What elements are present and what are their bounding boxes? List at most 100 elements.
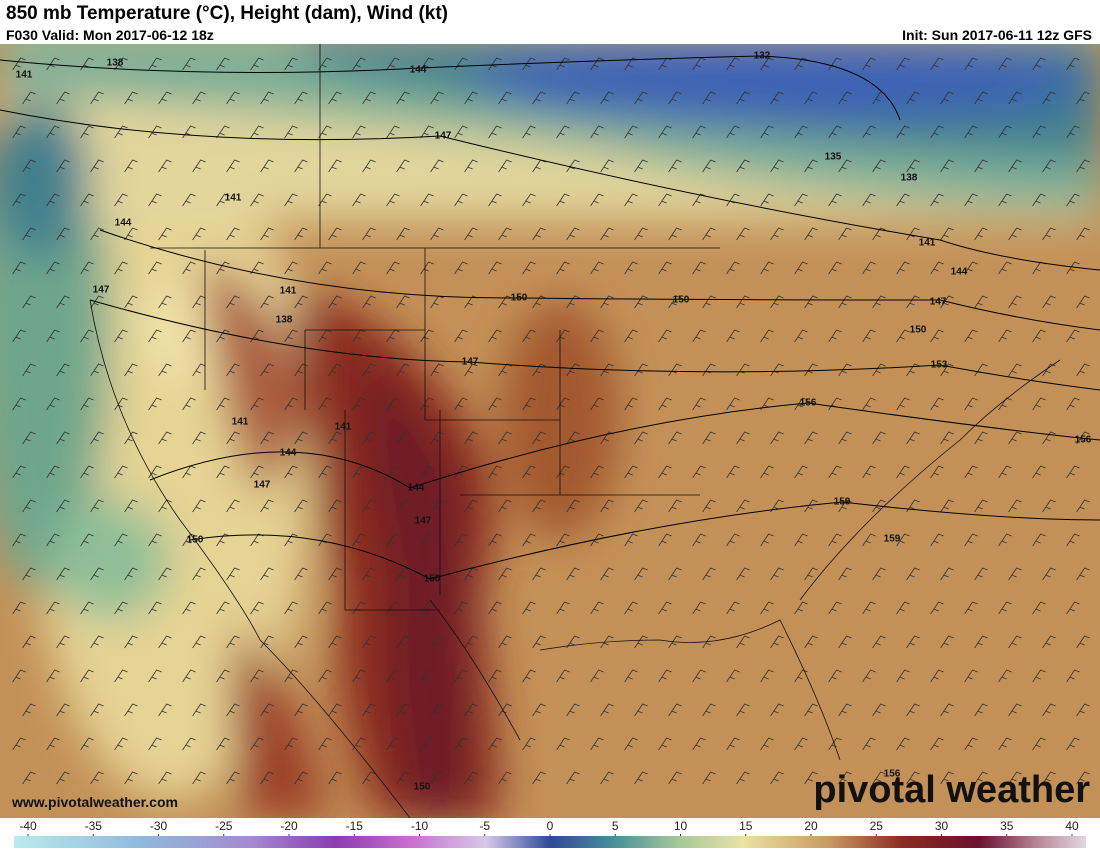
wind-barb bbox=[12, 737, 26, 751]
wind-barb bbox=[386, 193, 400, 207]
wind-barb bbox=[498, 499, 512, 513]
wind-barb bbox=[362, 159, 376, 173]
wind-barb bbox=[906, 635, 920, 649]
wind-barb bbox=[488, 397, 502, 411]
wind-barb bbox=[896, 737, 910, 751]
wind-barb bbox=[872, 771, 886, 785]
wind-barb bbox=[328, 703, 342, 717]
wind-barb bbox=[284, 737, 298, 751]
wind-barb bbox=[998, 261, 1012, 275]
wind-barb bbox=[1076, 703, 1090, 717]
wind-barb bbox=[1042, 91, 1056, 105]
wind-barb bbox=[464, 431, 478, 445]
wind-barb bbox=[726, 125, 740, 139]
website: www.pivotalweather.com bbox=[11, 794, 178, 810]
wind-barb bbox=[862, 329, 876, 343]
colorbar-tick-label: 20 bbox=[804, 819, 818, 833]
wind-barb bbox=[284, 465, 298, 479]
contour-label: 138 bbox=[107, 58, 124, 69]
wind-barb bbox=[226, 635, 240, 649]
wind-barb bbox=[522, 57, 536, 71]
wind-barb bbox=[182, 261, 196, 275]
wind-barb bbox=[794, 329, 808, 343]
wind-barb bbox=[498, 635, 512, 649]
wind-barb bbox=[590, 261, 604, 275]
wind-barb bbox=[46, 397, 60, 411]
wind-barb bbox=[600, 771, 614, 785]
wind-barb bbox=[464, 635, 478, 649]
wind-barb bbox=[488, 737, 502, 751]
contour-label: 153 bbox=[931, 360, 948, 371]
wind-barb bbox=[770, 567, 784, 581]
wind-barb bbox=[430, 227, 444, 241]
wind-barb bbox=[284, 193, 298, 207]
wind-barb bbox=[430, 771, 444, 785]
wind-barb bbox=[1066, 465, 1080, 479]
wind-barb bbox=[668, 703, 682, 717]
wind-barb bbox=[260, 91, 274, 105]
contour-label: 144 bbox=[115, 218, 132, 229]
wind-barb bbox=[226, 567, 240, 581]
wind-barb bbox=[352, 465, 366, 479]
wind-barb bbox=[250, 397, 264, 411]
wind-barb bbox=[158, 635, 172, 649]
wind-barb bbox=[1042, 295, 1056, 309]
wind-barb bbox=[1032, 737, 1046, 751]
wind-barb bbox=[1032, 533, 1046, 547]
wind-barb bbox=[872, 499, 886, 513]
wind-barb bbox=[124, 771, 138, 785]
wind-barb bbox=[12, 261, 26, 275]
wind-barb bbox=[284, 125, 298, 139]
wind-barb bbox=[114, 737, 128, 751]
wind-barb bbox=[974, 91, 988, 105]
wind-barb bbox=[386, 261, 400, 275]
wind-barb bbox=[148, 261, 162, 275]
wind-barb bbox=[90, 635, 104, 649]
wind-barb bbox=[906, 499, 920, 513]
wind-barb bbox=[362, 227, 376, 241]
wind-barb bbox=[658, 329, 672, 343]
wind-barb bbox=[590, 329, 604, 343]
wind-barb bbox=[56, 227, 70, 241]
wind-barb bbox=[930, 737, 944, 751]
wind-barb bbox=[148, 737, 162, 751]
wind-barb bbox=[294, 431, 308, 445]
wind-barb bbox=[556, 57, 570, 71]
wind-barb bbox=[396, 771, 410, 785]
wind-barb bbox=[216, 601, 230, 615]
wind-barb bbox=[658, 465, 672, 479]
wind-barb bbox=[362, 363, 376, 377]
wind-barb bbox=[56, 567, 70, 581]
wind-barb bbox=[90, 295, 104, 309]
wind-barb bbox=[226, 771, 240, 785]
wind-barb bbox=[522, 601, 536, 615]
contour-label: 144 bbox=[280, 448, 297, 459]
wind-barb bbox=[658, 397, 672, 411]
wind-barb bbox=[872, 703, 886, 717]
wind-barb bbox=[556, 125, 570, 139]
wind-barb bbox=[22, 567, 36, 581]
wind-barb bbox=[522, 329, 536, 343]
wind-barb bbox=[430, 635, 444, 649]
wind-barb bbox=[182, 737, 196, 751]
wind-barb bbox=[532, 703, 546, 717]
wind-barb bbox=[590, 57, 604, 71]
wind-barb bbox=[828, 669, 842, 683]
wind-barb bbox=[600, 295, 614, 309]
wind-barb bbox=[896, 465, 910, 479]
wind-barb bbox=[828, 125, 842, 139]
wind-barb bbox=[1042, 771, 1056, 785]
wind-barb bbox=[22, 159, 36, 173]
wind-barb bbox=[352, 125, 366, 139]
wind-barb bbox=[158, 295, 172, 309]
wind-barb bbox=[328, 635, 342, 649]
wind-barb bbox=[726, 261, 740, 275]
wind-barb bbox=[488, 669, 502, 683]
contour-label: 156 bbox=[800, 398, 817, 409]
wind-barb bbox=[294, 159, 308, 173]
wind-barb bbox=[770, 771, 784, 785]
wind-barb bbox=[998, 601, 1012, 615]
wind-barb bbox=[804, 363, 818, 377]
wind-barb bbox=[532, 499, 546, 513]
wind-barb bbox=[736, 635, 750, 649]
